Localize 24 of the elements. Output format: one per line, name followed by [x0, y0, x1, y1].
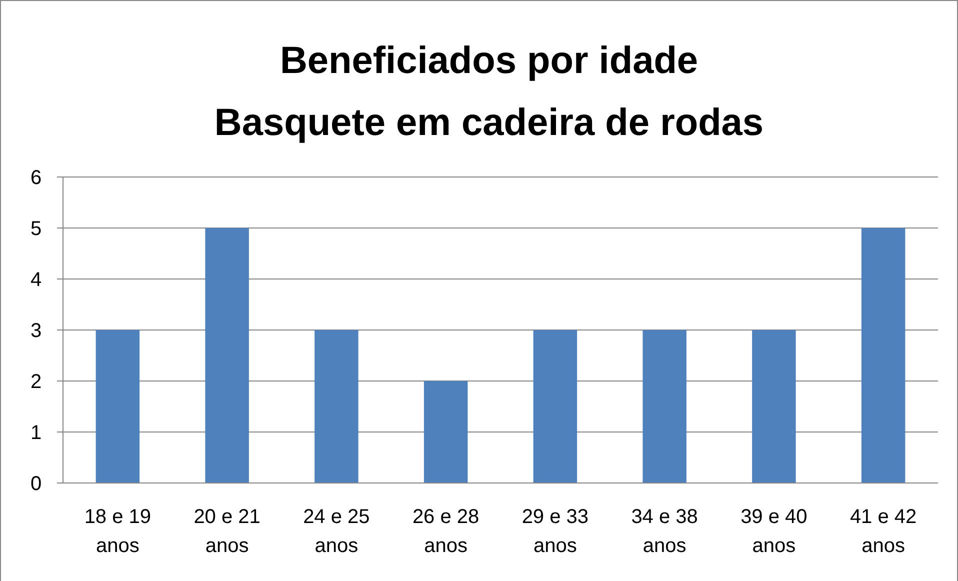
y-tick-label: 1 [30, 422, 42, 444]
x-tick-label: 18 e 19 anos [84, 506, 152, 557]
bar [314, 330, 358, 483]
bar [861, 228, 906, 483]
bar [205, 228, 249, 483]
x-tick-label: 34 e 38 anos [631, 506, 698, 557]
x-tick-label: 26 e 28 anos [412, 506, 480, 557]
y-tick-label: 5 [30, 218, 42, 240]
bar [424, 381, 468, 483]
x-tick-label: 29 e 33 anos [522, 506, 589, 557]
x-tick-label: 41 e 42 anos [850, 506, 917, 557]
x-tick-label: 20 e 21 anos [194, 506, 260, 557]
chart-title: Beneficiados por idade Basquete em cadeira de rodas [214, 40, 764, 144]
bar [752, 330, 796, 483]
bar [642, 330, 686, 483]
y-tick-label: 0 [30, 473, 42, 495]
bar [96, 330, 140, 483]
y-tick-label: 2 [30, 371, 42, 393]
y-tick-label: 6 [30, 167, 42, 189]
x-tick-label: 24 e 25 anos [303, 506, 370, 557]
y-tick-label: 3 [30, 320, 42, 342]
x-tick-label: 39 e 40 anos [740, 506, 808, 557]
bar [533, 330, 578, 483]
y-tick-label: 4 [30, 269, 42, 291]
